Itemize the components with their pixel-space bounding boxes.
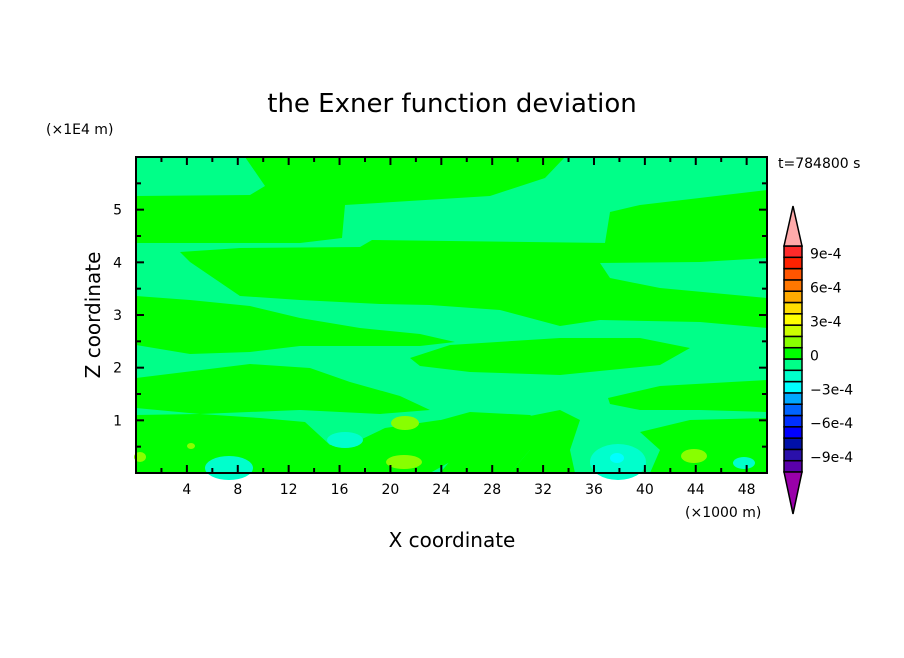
colorbar-level: [783, 369, 803, 383]
contour-region: [136, 364, 430, 414]
contour-region: [605, 190, 767, 252]
colorbar-tick-label: 0: [810, 348, 819, 364]
x-tick-label: 8: [233, 482, 242, 498]
colorbar-tick-label: 3e-4: [810, 314, 842, 330]
x-axis-label: X coordinate: [389, 528, 516, 552]
contour-region: [681, 449, 707, 463]
chart-title: the Exner function deviation: [267, 89, 637, 119]
y-axis-label: Z coordinate: [81, 252, 105, 379]
contour-region: [327, 432, 363, 448]
colorbar-level: [783, 459, 803, 473]
colorbar-level: [783, 346, 803, 360]
contour-region: [187, 443, 195, 449]
colorbar-level: [783, 313, 803, 326]
colorbar-level: [783, 448, 803, 462]
x-tick-labels: 4 8 12 16 20 24 28 32 36 40 44 48: [182, 482, 755, 498]
y-tick-label: 4: [113, 255, 122, 271]
colorbar: 9e-4 6e-4 3e-4 0 −3e-4 −6e-4 −9e-4: [783, 205, 853, 515]
colorbar-level: [783, 256, 803, 270]
colorbar-level: [783, 426, 803, 439]
colorbar-tick-label: 6e-4: [810, 281, 842, 297]
x-tick-label: 32: [534, 482, 552, 498]
colorbar-level: [783, 290, 803, 304]
y-tick-label: 5: [113, 203, 122, 219]
y-tick-label: 2: [113, 361, 122, 377]
contour-region: [391, 416, 419, 430]
colorbar-level: [783, 279, 803, 292]
axis-ticks: [136, 157, 767, 473]
contour-region: [733, 457, 755, 469]
contour-region: [640, 418, 767, 473]
colorbar-under-triangle: [783, 471, 803, 515]
contour-region: [136, 157, 565, 243]
contour-region: [136, 296, 455, 354]
x-tick-label: 48: [738, 482, 756, 498]
colorbar-level: [783, 392, 803, 405]
x-tick-label: 20: [382, 482, 400, 498]
x-tick-label: 24: [432, 482, 450, 498]
y-tick-label: 3: [113, 308, 122, 324]
contour-region: [610, 453, 624, 463]
time-label: t=784800 s: [778, 156, 860, 172]
x-tick-label: 12: [280, 482, 298, 498]
y-tick-labels: 1 2 3 4 5: [113, 203, 122, 430]
contour-region: [410, 338, 690, 375]
colorbar-level: [783, 414, 803, 428]
colorbar-level: [783, 358, 803, 372]
x-tick-label: 36: [585, 482, 603, 498]
contour-region: [510, 410, 580, 473]
colorbar-tick-label: −3e-4: [810, 382, 853, 398]
contour-region: [608, 380, 767, 412]
x-tick-label: 16: [331, 482, 349, 498]
colorbar-level: [783, 403, 803, 417]
colorbar-level: [783, 267, 803, 281]
x-tick-label: 40: [636, 482, 654, 498]
colorbar-level: [783, 301, 803, 315]
contour-region: [386, 455, 422, 469]
x-tick-label: 4: [182, 482, 191, 498]
y-unit-label: (×1E4 m): [46, 122, 113, 138]
colorbar-tick-label: −6e-4: [810, 416, 853, 432]
colorbar-level: [783, 324, 803, 338]
colorbar-tick-label: 9e-4: [810, 247, 842, 263]
colorbar-level: [783, 380, 803, 394]
colorbar-level: [783, 335, 803, 349]
x-tick-label: 28: [483, 482, 501, 498]
colorbar-level: [783, 245, 803, 259]
contour-region: [180, 240, 767, 328]
colorbar-over-triangle: [783, 205, 803, 247]
colorbar-tick-label: −9e-4: [810, 450, 853, 466]
y-tick-label: 1: [113, 413, 122, 429]
colorbar-level: [783, 437, 803, 451]
x-tick-label: 44: [687, 482, 705, 498]
x-unit-label: (×1000 m): [685, 505, 761, 521]
